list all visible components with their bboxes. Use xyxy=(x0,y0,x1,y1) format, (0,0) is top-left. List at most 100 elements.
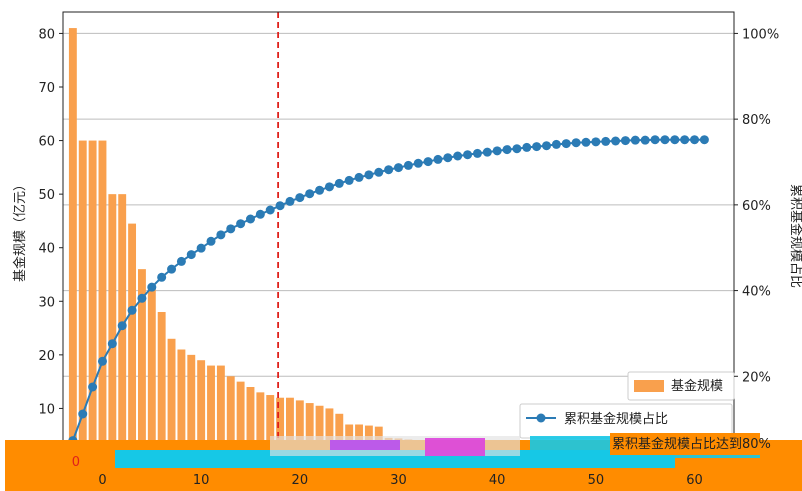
line-point xyxy=(423,157,433,167)
line-point xyxy=(334,178,344,188)
x-tick-label: 40 xyxy=(489,473,506,488)
bar xyxy=(98,140,107,463)
line-point xyxy=(640,135,650,145)
bar xyxy=(68,28,77,462)
line-point xyxy=(374,167,384,177)
y-tick-label: 30 xyxy=(38,295,55,310)
bar xyxy=(78,140,87,463)
bar xyxy=(256,392,265,462)
y-axis-label-right: 累积基金规模占比 xyxy=(788,184,802,288)
line-point xyxy=(472,148,482,158)
y-tick-zero-label: 0 xyxy=(72,455,80,470)
line-point xyxy=(561,139,571,149)
bar xyxy=(276,397,285,462)
line-point xyxy=(364,170,374,180)
line-point xyxy=(463,150,473,160)
line-point xyxy=(354,172,364,182)
bar xyxy=(207,365,215,462)
bar xyxy=(167,338,176,462)
y-tick-label: 80 xyxy=(38,27,55,42)
line-point xyxy=(433,154,443,164)
x-tick-label: 20 xyxy=(292,473,309,488)
line-point xyxy=(403,160,413,170)
bar xyxy=(88,140,97,463)
line-point xyxy=(581,137,591,147)
line-point xyxy=(176,256,186,266)
line-point xyxy=(147,282,157,292)
line-point xyxy=(245,214,255,224)
y-right-tick-label: 40% xyxy=(742,285,771,300)
bar xyxy=(137,269,146,462)
legend-bar-swatch xyxy=(634,380,664,392)
line-point xyxy=(630,135,640,145)
line-point xyxy=(670,135,680,145)
bar xyxy=(295,400,304,462)
y-right-tick-label: 100% xyxy=(742,27,779,42)
line-point xyxy=(650,135,660,145)
legend-bar-label: 基金规模 xyxy=(671,378,723,394)
line-point xyxy=(601,136,611,146)
line-point xyxy=(532,142,542,152)
bar xyxy=(216,365,225,462)
bar xyxy=(286,397,294,462)
bar xyxy=(266,395,275,462)
line-point xyxy=(226,224,236,234)
line-point xyxy=(413,158,423,168)
line-point xyxy=(206,236,216,246)
bar-series xyxy=(68,28,709,463)
y-right-tick-label: 60% xyxy=(742,199,771,214)
bar xyxy=(197,360,206,462)
line-point xyxy=(196,243,206,253)
line-point xyxy=(186,250,196,260)
x-tick-label: 10 xyxy=(193,473,210,488)
x-tick-label: 60 xyxy=(686,473,703,488)
bar xyxy=(236,381,245,462)
line-point xyxy=(453,151,463,161)
line-point xyxy=(117,321,127,331)
line-point xyxy=(591,137,601,147)
line-point xyxy=(690,135,700,145)
line-point xyxy=(127,305,137,315)
line-point xyxy=(97,356,107,366)
bar xyxy=(128,223,137,462)
line-point xyxy=(324,182,334,192)
line-point xyxy=(443,153,453,163)
line-point xyxy=(384,165,394,175)
y-tick-label: 10 xyxy=(38,402,55,417)
bar xyxy=(246,387,255,462)
bar xyxy=(226,376,235,462)
line-point xyxy=(167,264,177,274)
line-point xyxy=(571,138,581,148)
y-tick-label: 60 xyxy=(38,135,55,150)
line-point xyxy=(255,209,265,219)
bar xyxy=(325,408,334,462)
bar xyxy=(157,312,166,462)
bar xyxy=(147,287,156,462)
bar xyxy=(108,194,117,462)
line-point xyxy=(315,185,325,195)
line-point xyxy=(344,175,354,185)
line-point xyxy=(107,339,117,349)
cumulative-line-series xyxy=(68,135,709,446)
legend-line-label: 累积基金规模占比 xyxy=(564,411,668,427)
legend-bar: 基金规模 xyxy=(627,371,735,401)
y-tick-label: 40 xyxy=(38,242,55,257)
tick-labels: 10 20 30 40 50 60 70 80 20% 40% 60% 80% 100% 0 10 20 30 4… xyxy=(38,27,779,488)
line-point xyxy=(236,219,246,229)
x-tick-label: 30 xyxy=(390,473,407,488)
legend-line: 累积基金规模占比 xyxy=(519,403,733,439)
line-point xyxy=(88,382,98,392)
line-point xyxy=(660,135,670,145)
threshold-legend-label: 累积基金规模占比达到80% xyxy=(612,436,771,452)
x-tick-label: 0 xyxy=(98,473,106,488)
bar xyxy=(187,354,196,462)
line-point xyxy=(492,146,502,156)
line-point xyxy=(275,201,285,211)
legend-line-marker xyxy=(536,413,546,423)
line-point xyxy=(78,409,88,419)
y-axis-label-left: 基金规模（亿元） xyxy=(12,178,28,282)
y-tick-label: 20 xyxy=(38,349,55,364)
line-point xyxy=(611,136,621,146)
line-point xyxy=(522,142,532,152)
